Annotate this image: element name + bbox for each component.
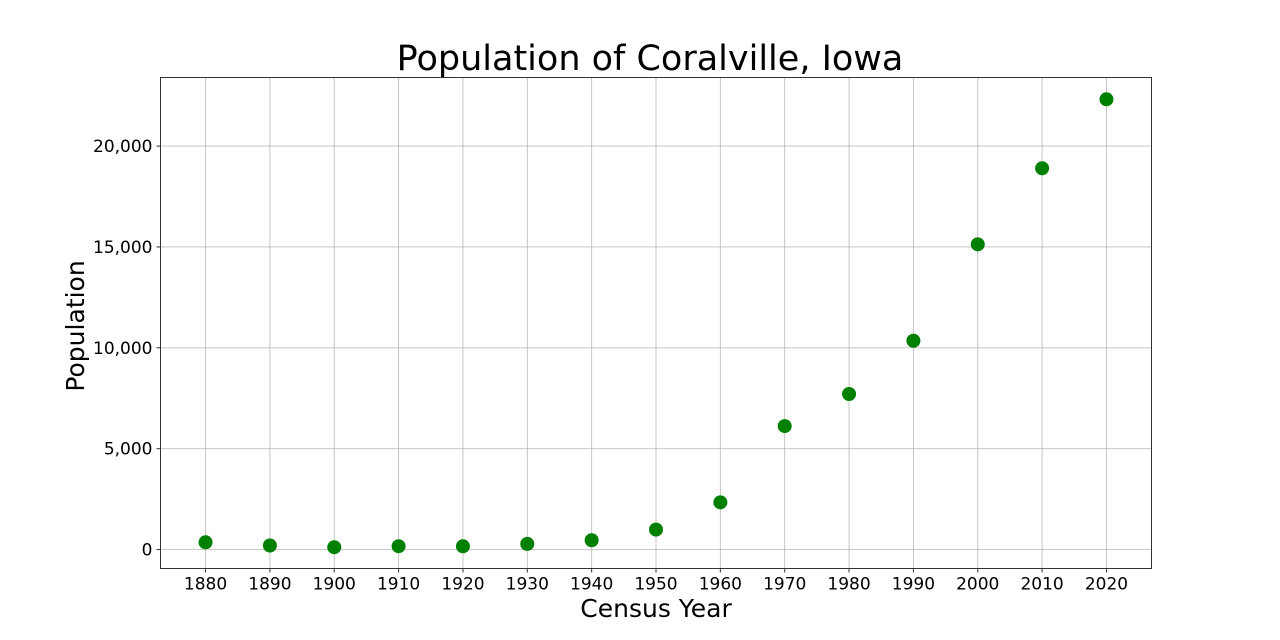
x-tick-label: 1990	[892, 575, 935, 595]
y-tick-label: 15,000	[93, 238, 152, 258]
y-axis-ticks: 0 5,000 10,000 15,000 20,000	[93, 137, 161, 561]
x-tick-label: 2010	[1020, 575, 1063, 595]
y-tick-label: 10,000	[93, 339, 152, 359]
x-tick-label: 1900	[313, 575, 356, 595]
data-point	[584, 533, 599, 548]
data-point	[906, 333, 921, 348]
y-tick-label: 20,000	[93, 137, 152, 157]
x-tick-label: 1940	[570, 575, 613, 595]
x-axis-label: Census Year	[580, 594, 732, 623]
data-point	[327, 540, 342, 555]
x-tick-label: 1950	[634, 575, 677, 595]
x-tick-label: 1960	[699, 575, 742, 595]
x-tick-label: 1920	[441, 575, 484, 595]
data-point	[198, 535, 213, 550]
x-tick-label: 1930	[506, 575, 549, 595]
data-point	[455, 539, 470, 554]
x-tick-label: 1980	[827, 575, 870, 595]
data-point	[970, 237, 985, 252]
data-point	[262, 538, 277, 553]
data-point	[1035, 161, 1050, 176]
data-point	[713, 495, 728, 510]
data-point	[777, 419, 792, 434]
data-point	[391, 539, 406, 554]
data-point	[520, 536, 535, 551]
y-tick-label: 0	[142, 541, 153, 561]
x-grid-lines	[205, 77, 1107, 569]
x-tick-label: 2020	[1085, 575, 1128, 595]
x-tick-label: 1880	[184, 575, 227, 595]
x-axis-ticks: 1880 1890 1900 1910 1920 1930 1940 1950 1960 1970…	[184, 568, 1128, 595]
x-tick-label: 2000	[956, 575, 999, 595]
data-points	[198, 92, 1114, 555]
x-tick-label: 1890	[248, 575, 291, 595]
data-point	[842, 387, 857, 402]
data-point	[649, 522, 663, 537]
x-tick-label: 1910	[377, 575, 420, 595]
y-axis-label: Population	[61, 260, 90, 391]
data-point	[1099, 92, 1114, 107]
y-grid-lines	[160, 145, 1152, 550]
chart-title: Population of Coralville, Iowa	[397, 39, 904, 79]
y-tick-label: 5,000	[104, 440, 153, 460]
x-tick-label: 1970	[763, 575, 806, 595]
